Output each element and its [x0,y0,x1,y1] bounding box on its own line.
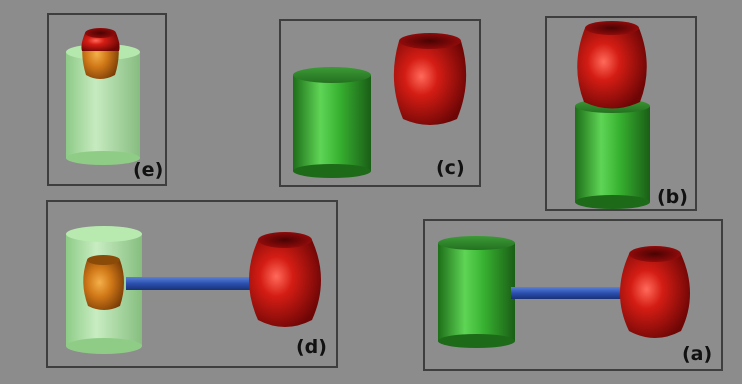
barrel [249,232,321,327]
cylinder [438,236,515,348]
panel-d-drawing [66,226,321,354]
panel-label-b: (b) [657,186,688,208]
panel-label-a: (a) [682,343,713,365]
panel-e-drawing [66,28,140,165]
panel-b: (b) [545,16,697,211]
cylinder [293,67,371,178]
panel-label-d: (d) [296,336,327,358]
panel-d: (d) [46,200,338,368]
panel-a-drawing [438,236,690,348]
connector-bar [126,277,251,290]
barrel [620,246,690,338]
panel-e: (e) [47,13,167,186]
panel-a: (a) [423,219,723,371]
barrel [393,33,467,125]
barrel-inside [83,255,124,310]
panel-b-drawing [575,21,650,209]
barrel [577,21,647,109]
panel-c: (c) [279,19,481,187]
cylinder [575,99,650,209]
panel-label-c: (c) [436,157,465,179]
connector-bar [511,287,627,299]
panel-label-e: (e) [133,159,164,181]
panel-c-drawing [293,33,467,178]
barrel-inside [81,28,120,79]
